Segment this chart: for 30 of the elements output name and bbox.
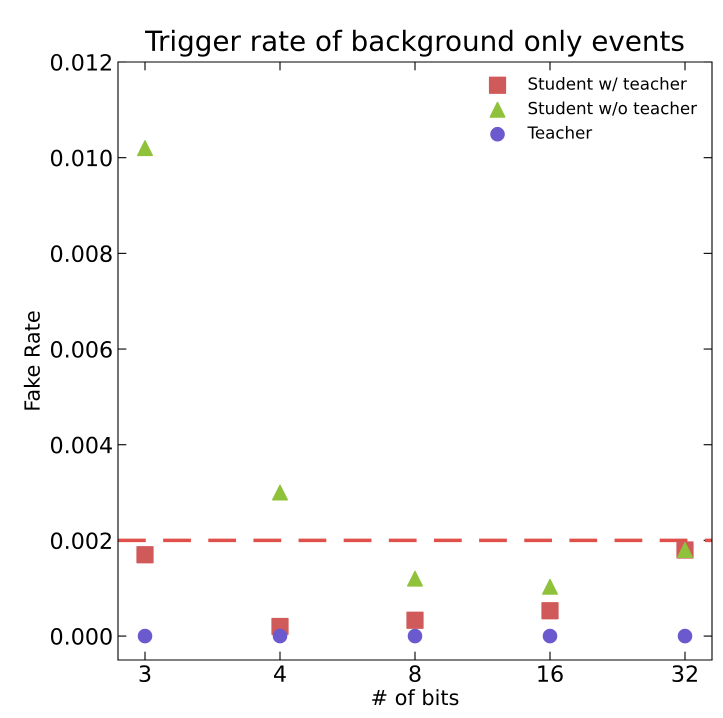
x-axis-title: # of bits bbox=[372, 689, 458, 706]
point bbox=[541, 602, 559, 620]
point bbox=[406, 612, 424, 629]
y-tick-label: 0.004 bbox=[50, 436, 112, 454]
y-axis-title: Fake Rate bbox=[24, 311, 40, 410]
y-tick-label: 0.000 bbox=[50, 628, 112, 645]
y-tick-label: 0.002 bbox=[50, 532, 111, 550]
y-tick-label: 0.012 bbox=[50, 54, 111, 71]
point bbox=[136, 546, 154, 564]
point bbox=[542, 628, 558, 644]
point bbox=[138, 628, 152, 644]
legend-label: Student w/ teacher bbox=[528, 77, 687, 92]
point bbox=[137, 140, 153, 156]
x-tick-label: 16 bbox=[538, 665, 563, 682]
chart-title: Trigger rate of background only events bbox=[145, 30, 684, 57]
point bbox=[272, 484, 288, 501]
x-tick-label: 8 bbox=[409, 665, 421, 682]
y-tick-label: 0.006 bbox=[50, 340, 112, 358]
point bbox=[408, 628, 422, 644]
legend-label: Student w/o teacher bbox=[528, 101, 697, 116]
x-tick-label: 3 bbox=[140, 665, 150, 682]
point bbox=[678, 628, 692, 644]
legend-label: Teacher bbox=[527, 126, 592, 139]
x-tick-label: 4 bbox=[274, 666, 286, 682]
point bbox=[542, 578, 558, 595]
point bbox=[272, 628, 288, 644]
y-tick-label: 0.010 bbox=[50, 150, 112, 166]
x-tick-label: 32 bbox=[672, 665, 697, 682]
point bbox=[407, 570, 423, 587]
y-tick-label: 0.008 bbox=[50, 245, 112, 262]
